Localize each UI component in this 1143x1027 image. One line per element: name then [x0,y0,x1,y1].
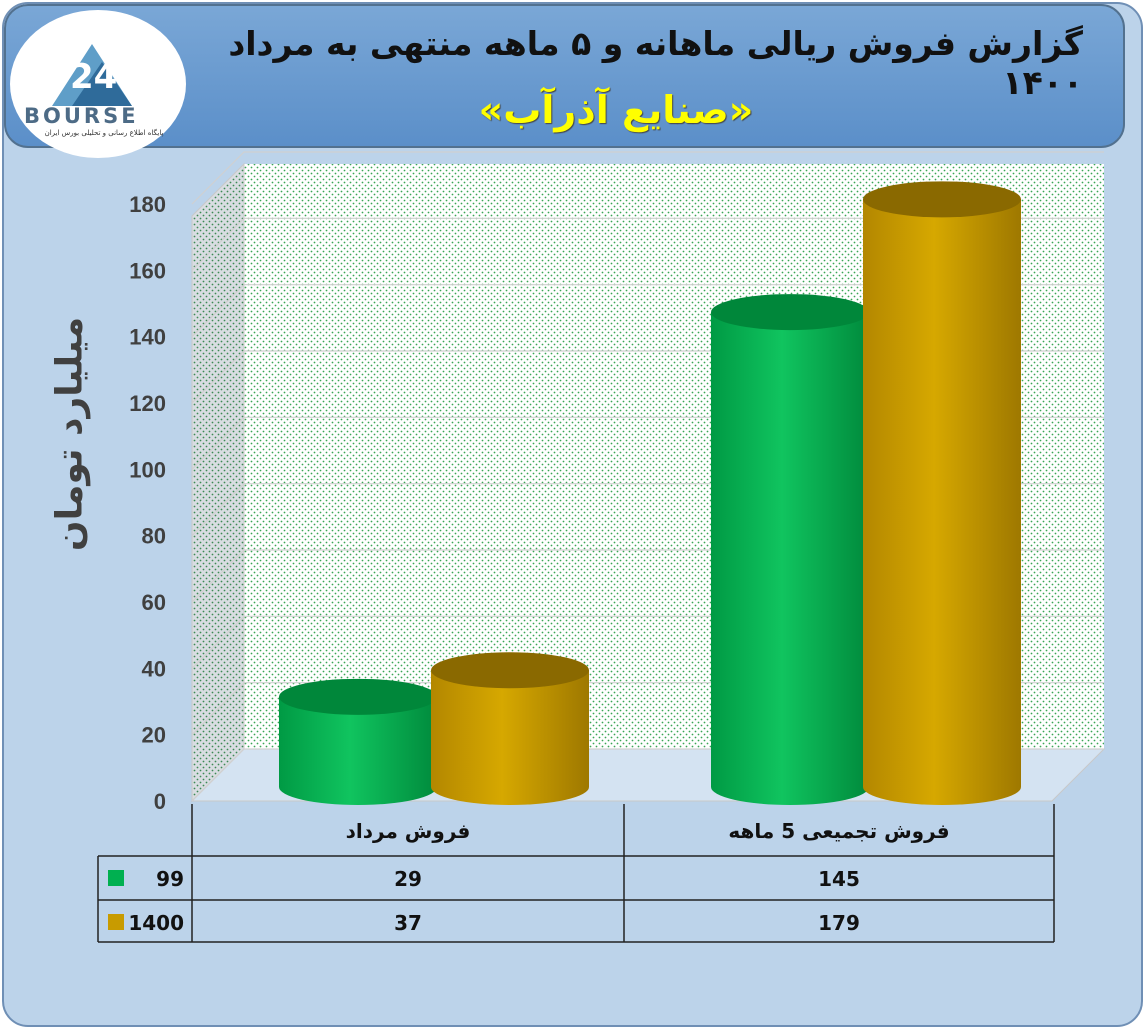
bar-body [431,670,589,805]
legend-swatch-1400 [108,914,124,930]
bar-top [431,652,589,689]
y-tick-label: 60 [142,590,166,615]
category-label: فروش تجمیعی 5 ماهه [728,819,949,843]
gridline [191,151,1104,205]
bar-body [863,199,1021,806]
bar-body [279,696,437,805]
chart-title: گزارش فروش ریالی ماهانه و ۵ ماهه منتهی ب… [228,24,1083,102]
bar-99-1 [711,294,869,805]
legend-label-99: 99 [156,867,184,891]
svg-text:24: 24 [70,57,117,97]
gridline [191,217,1104,271]
y-tick-label: 40 [142,656,166,681]
y-tick-label: 80 [142,524,166,549]
y-tick-label: 160 [129,258,166,283]
gridline [191,284,1104,338]
bars [279,181,1021,806]
bar-1400-0 [431,652,589,805]
plot-side-wall [191,162,245,803]
table-value: 37 [394,911,422,935]
legend-swatch-99 [108,870,124,886]
bar-1400-1 [863,181,1021,806]
bourse24-logo: 24 BOURSE پایگاه اطلاع رسانی و تحلیلی بو… [10,10,186,158]
y-tick-label: 180 [129,192,166,217]
data-table: فروش مرداد فروش تجمیعی 5 ماهه 99 29 145 1400 3… [97,804,1055,943]
table-value: 29 [394,867,422,891]
y-tick-label: 0 [154,789,166,814]
table-value: 179 [818,911,860,935]
legend-label-1400: 1400 [128,911,184,935]
y-axis-ticks: 0 20 40 60 80 100 120 140 160 180 [129,192,166,814]
category-label: فروش مرداد [346,819,471,843]
bar-top [863,181,1021,218]
bar-top [279,678,437,715]
y-tick-label: 20 [142,723,166,748]
bar-top [711,294,869,331]
chart-subtitle: «صنایع آذرآب» [478,88,754,132]
gridlines [191,151,1104,802]
y-tick-label: 140 [129,325,166,350]
bar-99-0 [279,678,437,805]
logo-subtitle: پایگاه اطلاع رسانی و تحلیلی بورس ایران [44,129,164,137]
bar-body [711,312,869,805]
y-tick-label: 120 [129,391,166,416]
table-value: 145 [818,867,860,891]
logo-text: BOURSE [24,104,139,128]
y-tick-label: 100 [129,457,166,482]
header-banner: گزارش فروش ریالی ماهانه و ۵ ماهه منتهی ب… [4,4,1125,148]
